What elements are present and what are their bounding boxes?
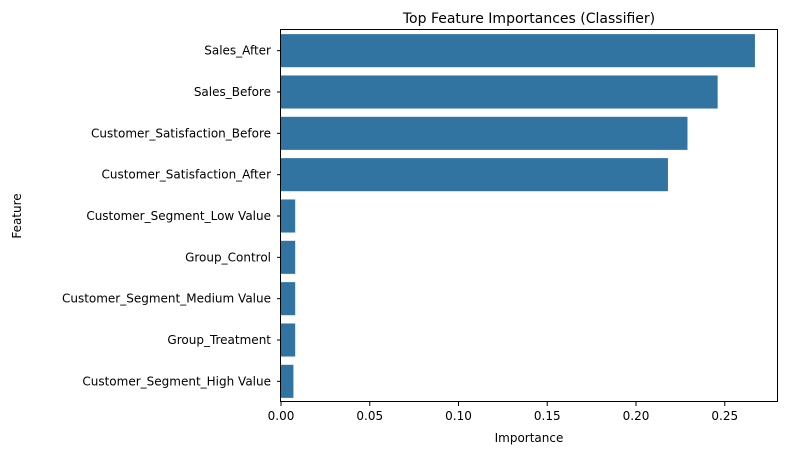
x-tick-label: 0.05 xyxy=(356,409,383,423)
chart-title: Top Feature Importances (Classifier) xyxy=(402,11,655,27)
x-tick-label: 0.15 xyxy=(534,409,561,423)
bar xyxy=(281,158,668,192)
y-tick-label: Customer_Satisfaction_Before xyxy=(91,126,271,140)
x-tick-label: 0.20 xyxy=(623,409,650,423)
bar xyxy=(281,116,688,150)
y-tick-label: Group_Control xyxy=(185,250,271,264)
x-tick-label: 0.00 xyxy=(268,409,295,423)
y-tick-label: Group_Treatment xyxy=(167,333,271,347)
bar xyxy=(281,323,296,357)
x-tick-label: 0.10 xyxy=(445,409,472,423)
bars-group xyxy=(281,34,755,398)
y-tick-label: Sales_After xyxy=(204,44,271,58)
bar xyxy=(281,75,718,109)
x-axis-title: Importance xyxy=(495,431,564,445)
bar xyxy=(281,240,296,274)
y-tick-label: Customer_Segment_High Value xyxy=(82,374,271,388)
y-tick-label: Customer_Segment_Low Value xyxy=(86,209,271,223)
x-ticks-group: 0.00 0.05 0.10 0.15 0.20 0.25 xyxy=(268,402,738,423)
bar xyxy=(281,199,296,233)
y-tick-label: Customer_Segment_Medium Value xyxy=(62,292,271,306)
x-tick-label: 0.25 xyxy=(711,409,738,423)
bar xyxy=(281,364,294,398)
y-axis-title: Feature xyxy=(10,193,24,238)
y-tick-label: Sales_Before xyxy=(194,85,271,99)
bar xyxy=(281,34,755,68)
y-tick-label: Customer_Satisfaction_After xyxy=(101,168,271,182)
plot-frame xyxy=(280,29,778,402)
bar xyxy=(281,282,296,316)
y-labels-group: Sales_After Sales_Before Customer_Satisfac… xyxy=(62,44,281,388)
